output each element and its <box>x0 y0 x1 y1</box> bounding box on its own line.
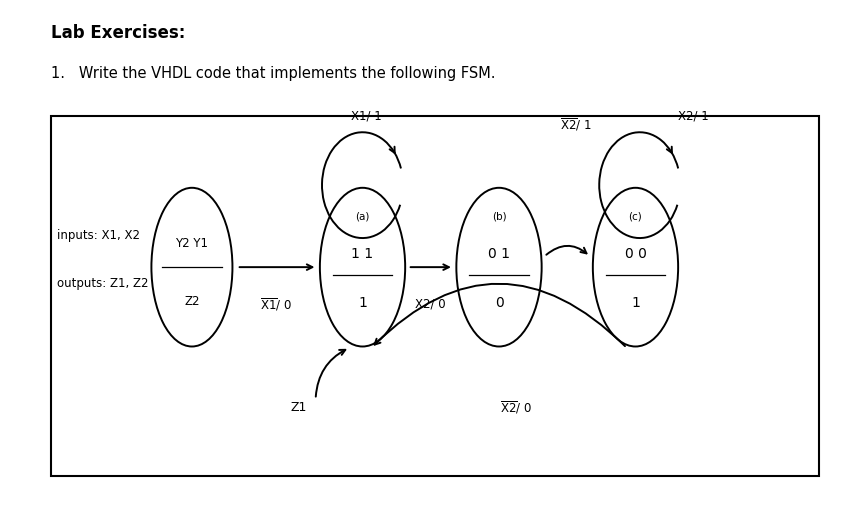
Text: Lab Exercises:: Lab Exercises: <box>51 24 186 42</box>
Text: 1: 1 <box>358 296 366 310</box>
Text: X2/ 0: X2/ 0 <box>415 298 446 311</box>
Text: inputs: X1, X2: inputs: X1, X2 <box>57 229 140 242</box>
Text: 0: 0 <box>494 296 503 310</box>
Text: 0 0: 0 0 <box>624 247 646 261</box>
Text: 0 1: 0 1 <box>487 247 509 261</box>
Text: Z1: Z1 <box>290 401 307 414</box>
Text: 1 1: 1 1 <box>351 247 373 261</box>
Bar <box>51 116 818 476</box>
Text: outputs: Z1, Z2: outputs: Z1, Z2 <box>57 277 148 289</box>
Text: $\overline{\rm X2}$/ 0: $\overline{\rm X2}$/ 0 <box>499 399 532 416</box>
Text: X1/ 1: X1/ 1 <box>351 110 382 123</box>
Text: 1.   Write the VHDL code that implements the following FSM.: 1. Write the VHDL code that implements t… <box>51 66 495 81</box>
Text: $\overline{\rm X2}$/ 1: $\overline{\rm X2}$/ 1 <box>559 116 591 133</box>
Text: X2/ 1: X2/ 1 <box>677 110 708 123</box>
Text: 1: 1 <box>630 296 639 310</box>
Text: (a): (a) <box>355 212 369 222</box>
Text: (b): (b) <box>491 212 506 222</box>
Text: Y2 Y1: Y2 Y1 <box>176 237 208 250</box>
Text: Z2: Z2 <box>184 295 199 308</box>
Text: (c): (c) <box>628 212 642 222</box>
Text: $\overline{\rm X1}$/ 0: $\overline{\rm X1}$/ 0 <box>260 296 291 313</box>
